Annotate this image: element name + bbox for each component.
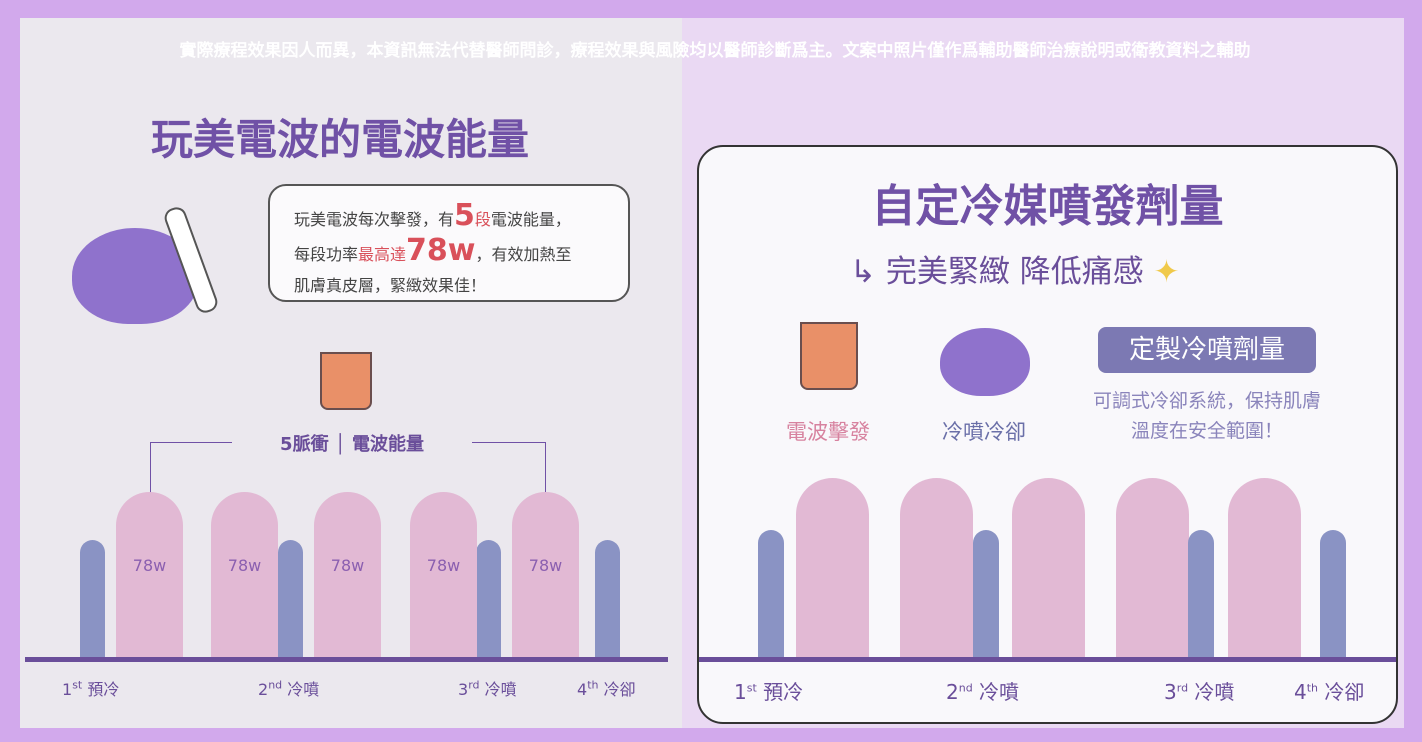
bubble-highlight: 最高達 — [358, 245, 407, 264]
bubble-text: 電波能量， — [490, 210, 571, 229]
cool-bar — [595, 540, 620, 657]
x-label-part: 2 — [258, 680, 269, 699]
bubble-highlight: 段 — [474, 210, 491, 229]
bubble-highlight: 5 — [454, 198, 475, 233]
x-label: 3rd 冷噴 — [458, 676, 517, 700]
subtitle-text: 完美緊緻 降低痛感 — [885, 254, 1144, 290]
cool-bar — [1320, 530, 1346, 657]
x-label-part: 預冷 — [82, 680, 120, 699]
disclaimer: 實際療程效果因人而異，本資訊無法代替醫師問診，療程效果與風險均以醫師診斷爲主。文… — [179, 41, 1251, 61]
rf-bar: 78w — [314, 492, 381, 657]
right-subtitle: ↳ 完美緊緻 降低痛感 ✦ — [850, 246, 1180, 291]
x-label-part: 冷噴 — [479, 680, 517, 699]
x-label-part: 3 — [458, 680, 469, 699]
x-label: 3rd 冷噴 — [1164, 676, 1234, 705]
x-label-part: nd — [958, 681, 973, 695]
x-label: 4th 冷卻 — [577, 676, 636, 700]
bubble-text: 肌膚真皮層，緊緻效果佳！ — [294, 276, 487, 295]
x-label-part: 4 — [1294, 680, 1307, 704]
legend-rf: 電波擊發 — [786, 420, 870, 444]
right-baseline — [699, 657, 1396, 662]
right-title: 自定冷媒噴發劑量 — [871, 181, 1224, 232]
x-label-part: 冷噴 — [1188, 680, 1235, 704]
corner-arrow-icon: ↳ — [850, 254, 886, 290]
custom-dose-tag: 定製冷噴劑量 — [1098, 327, 1316, 373]
rf-bar: 78w — [211, 492, 278, 657]
tag-description: 可調式冷卻系統，保持肌膚溫度在安全範圍！ — [1092, 390, 1321, 442]
rf-bar — [796, 478, 869, 657]
x-label-part: 4 — [577, 680, 588, 699]
cool-bar — [476, 540, 501, 657]
x-label-part: 1 — [62, 680, 73, 699]
x-label-part: 2 — [946, 680, 959, 704]
sparkle-icon: ✦ — [1143, 254, 1180, 290]
cool-bar — [80, 540, 105, 657]
x-label: 2nd 冷噴 — [258, 676, 319, 700]
rf-bar — [1228, 478, 1301, 657]
x-label-part: 冷噴 — [282, 680, 320, 699]
rf-bar — [1012, 478, 1085, 657]
rf-bar: 78w — [116, 492, 183, 657]
left-title: 玩美電波的電波能量 — [150, 115, 529, 164]
x-label-part: rd — [1176, 681, 1189, 695]
x-label-part: 冷卻 — [1318, 680, 1365, 704]
x-label-part: rd — [468, 678, 480, 692]
x-label: 4th 冷卻 — [1294, 676, 1364, 705]
x-label: 2nd 冷噴 — [946, 676, 1019, 705]
cool-bar — [973, 530, 999, 657]
mascot-icon — [940, 328, 1030, 396]
speech-bubble: 玩美電波每次擊發，有5段電波能量， 每段功率最高達78w，有效加熱至 肌膚真皮層… — [268, 184, 630, 302]
x-label-part: 冷卻 — [598, 680, 636, 699]
rf-bar: 78w — [410, 492, 477, 657]
bubble-text: ，有效加熱至 — [475, 245, 572, 264]
bubble-highlight: 78w — [406, 233, 476, 268]
x-label-part: th — [587, 678, 599, 692]
cup-icon — [320, 352, 372, 410]
x-label-part: st — [72, 678, 83, 692]
x-label-part: 3 — [1164, 680, 1177, 704]
pulse-label: 5脈衝 │ 電波能量 — [232, 430, 472, 456]
left-baseline — [25, 657, 668, 662]
x-label: 1st 預冷 — [62, 676, 119, 700]
x-label-part: 1 — [734, 680, 747, 704]
x-label-part: nd — [268, 678, 283, 692]
cool-bar — [1188, 530, 1214, 657]
x-label-part: th — [1306, 681, 1319, 695]
rf-bar — [900, 478, 973, 657]
legend-cool: 冷噴冷卻 — [942, 420, 1026, 444]
x-label-part: 預冷 — [756, 680, 804, 704]
x-label-part: 冷噴 — [972, 680, 1020, 704]
x-label: 1st 預冷 — [734, 676, 803, 705]
bubble-text: 每段功率 — [294, 245, 359, 264]
cool-bar — [758, 530, 784, 657]
x-label-part: st — [746, 681, 757, 695]
bubble-text: 玩美電波每次擊發，有 — [294, 210, 455, 229]
rf-bar: 78w — [512, 492, 579, 657]
cool-bar — [278, 540, 303, 657]
cup-icon — [800, 322, 858, 390]
rf-bar — [1116, 478, 1189, 657]
